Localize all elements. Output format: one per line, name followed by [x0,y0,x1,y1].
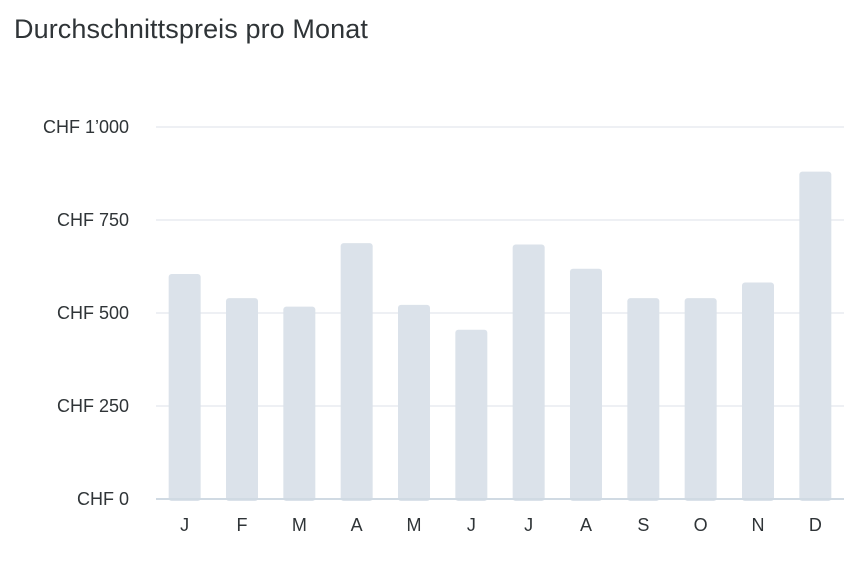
bar[interactable] [742,282,774,501]
bar[interactable] [799,171,832,501]
y-tick-label: CHF 0 [77,489,129,509]
x-tick-label: J [467,515,476,535]
x-tick-label: A [351,515,363,535]
gridlines [156,126,844,500]
bars [168,171,832,501]
x-tick-label: O [694,515,708,535]
bar[interactable] [340,243,373,501]
y-tick-label: CHF 500 [57,303,129,323]
bar[interactable] [168,273,201,501]
bar[interactable] [283,306,316,501]
x-tick-label: D [809,515,822,535]
x-tick-label: M [292,515,307,535]
bar[interactable] [455,329,488,501]
x-tick-label: M [407,515,422,535]
bar[interactable] [684,298,717,501]
chart-title: Durchschnittspreis pro Monat [14,14,368,44]
y-tick-label: CHF 750 [57,210,129,230]
x-tick-label: F [237,515,248,535]
x-tick-label: S [637,515,649,535]
x-tick-label: J [180,515,189,535]
x-tick-label: N [752,515,765,535]
bar[interactable] [512,244,545,501]
bar[interactable] [398,304,430,501]
x-tick-label: A [580,515,592,535]
y-tick-label: CHF 1’000 [43,117,129,137]
bar[interactable] [627,298,660,501]
x-tick-label: J [524,515,533,535]
y-tick-label: CHF 250 [57,396,129,416]
bar[interactable] [570,268,602,501]
bar[interactable] [226,298,258,501]
y-axis-tick-labels: CHF 0 CHF 250 CHF 500 CHF 750 CHF 1’000 [43,117,129,509]
